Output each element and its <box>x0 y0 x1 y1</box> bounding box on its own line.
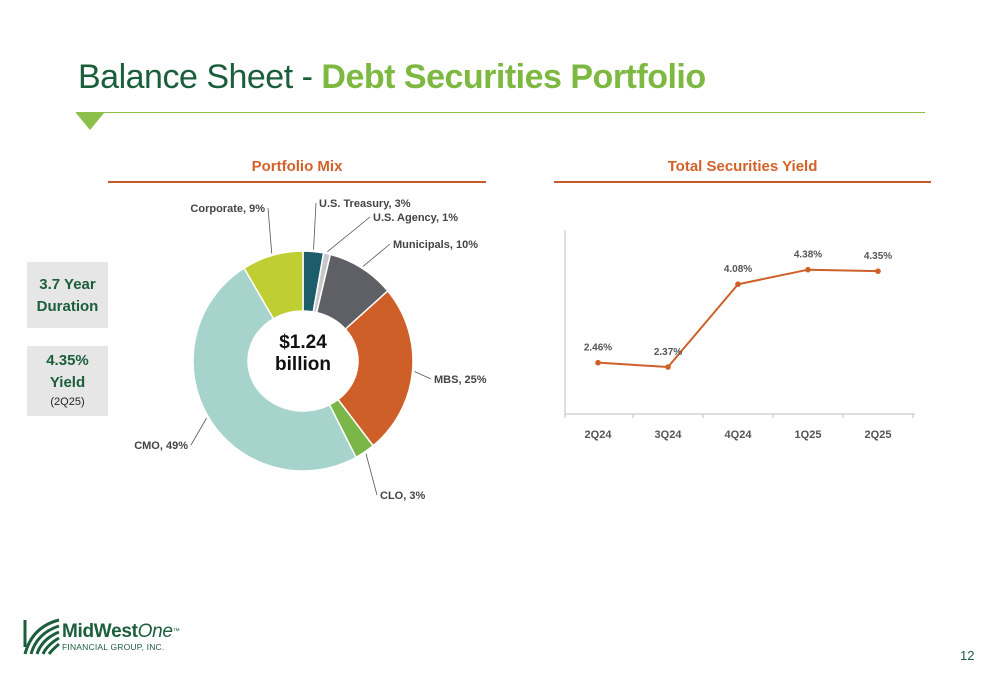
logo-subtitle: FINANCIAL GROUP, INC. <box>62 642 165 652</box>
donut-leader-line <box>327 216 371 253</box>
page-number: 12 <box>960 648 975 663</box>
yield-data-point <box>875 268 881 274</box>
donut-slice-label: CLO, 3% <box>380 490 425 502</box>
x-tick-label: 2Q25 <box>865 429 892 441</box>
duration-value: 3.7 Year <box>39 276 96 293</box>
duration-stat-box: 3.7 Year Duration <box>27 262 108 328</box>
securities-yield-heading: Total Securities Yield <box>667 158 818 175</box>
donut-center-unit: billion <box>275 354 331 375</box>
yield-data-label: 4.35% <box>864 251 892 262</box>
yield-data-label: 2.37% <box>654 347 682 358</box>
donut-leader-line <box>365 453 378 496</box>
logo-name-a: MidWest <box>62 621 138 642</box>
donut-slice-label: Corporate, 9% <box>190 203 265 215</box>
donut-leader-line <box>190 417 207 446</box>
title-suffix: Debt Securities Portfolio <box>321 58 706 96</box>
x-tick-label: 3Q24 <box>655 429 683 441</box>
yield-data-label: 4.08% <box>724 264 752 275</box>
donut-center-amount: $1.24 <box>279 332 327 353</box>
donut-slice-label: Municipals, 10% <box>393 239 478 251</box>
donut-leader-line <box>414 371 432 380</box>
title-prefix: Balance Sheet - <box>78 58 322 96</box>
yield-label: Yield <box>49 374 86 391</box>
duration-label: Duration <box>36 298 99 315</box>
yield-value: 4.35% <box>46 352 89 369</box>
securities-yield-rule <box>554 181 931 183</box>
x-tick-label: 2Q24 <box>585 429 613 441</box>
donut-slice-label: CMO, 49% <box>134 440 188 452</box>
yield-stat-box: 4.35% Yield (2Q25) <box>27 346 108 416</box>
page-title: Balance Sheet - Debt Securities Portfoli… <box>78 58 706 97</box>
logo-trademark: ™ <box>172 628 180 635</box>
company-logo-text: MidWestOne™ FINANCIAL GROUP, INC. <box>62 621 180 653</box>
yield-data-point <box>735 281 741 288</box>
yield-data-label: 2.46% <box>584 343 612 354</box>
donut-slice-label: MBS, 25% <box>434 374 487 386</box>
portfolio-mix-heading: Portfolio Mix <box>251 158 343 175</box>
donut-leader-line <box>267 207 273 254</box>
logo-mark <box>23 618 60 655</box>
donut-slice-mbs <box>337 289 414 447</box>
donut-leader-line <box>362 243 391 267</box>
yield-data-label: 4.38% <box>794 250 822 261</box>
donut-slice-cmo <box>192 267 357 472</box>
donut-slice-label: U.S. Treasury, 3% <box>319 198 411 210</box>
yield-data-point <box>665 364 671 370</box>
x-tick-label: 4Q24 <box>725 429 753 441</box>
x-tick-label: 1Q25 <box>795 429 822 441</box>
donut-slice-label: U.S. Agency, 1% <box>373 212 458 224</box>
logo-name-b: One <box>137 621 173 642</box>
donut-slice-corporate <box>243 250 304 320</box>
logo-name: MidWestOne™ <box>62 621 180 642</box>
yield-data-point <box>805 266 811 273</box>
portfolio-mix-rule <box>108 181 486 183</box>
yield-period: (2Q25) <box>50 396 85 408</box>
title-divider <box>76 112 925 113</box>
title-triangle-marker <box>76 113 104 130</box>
yield-data-point <box>595 359 601 366</box>
donut-leader-line <box>313 202 317 250</box>
